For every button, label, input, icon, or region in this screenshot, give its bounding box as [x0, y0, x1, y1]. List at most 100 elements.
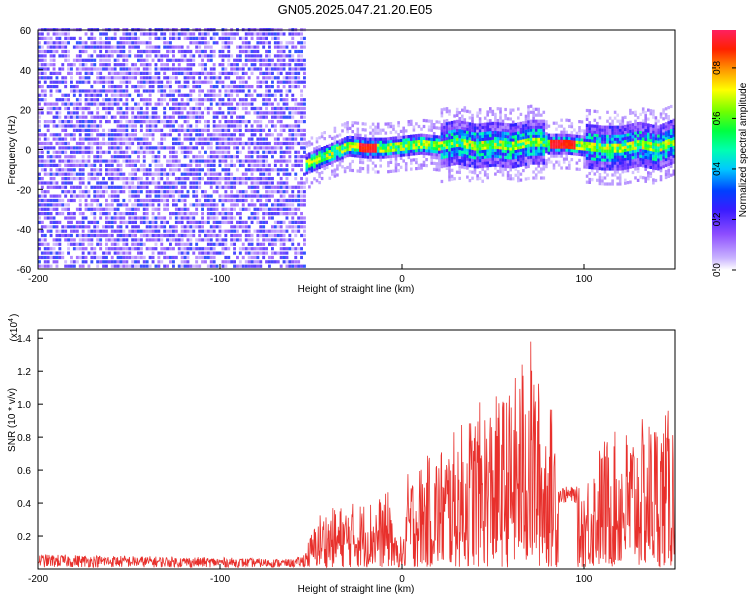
spectrogram-cell: [227, 85, 231, 89]
spectrogram-cell: [93, 141, 97, 146]
spectrogram-cell: [224, 212, 228, 216]
spectrogram-cell: [303, 242, 306, 246]
spectrogram-cell: [49, 63, 53, 67]
spectrogram-cell: [285, 71, 289, 75]
spectrogram-cell: [285, 76, 289, 80]
spectrogram-cell: [145, 32, 149, 36]
spectrogram-cell: [463, 160, 467, 164]
spectrogram-cell: [116, 229, 120, 233]
spectrogram-cell: [265, 185, 268, 189]
spectrogram-cell: [78, 194, 82, 198]
spectrogram-cell: [78, 203, 82, 207]
spectrogram-cell: [67, 233, 70, 238]
spectrogram-cell: [506, 147, 510, 151]
spectrogram-cell: [64, 85, 68, 89]
spectrogram-cell: [78, 242, 82, 246]
spectrogram-cell: [55, 255, 59, 260]
spectrogram-cell: [215, 203, 219, 207]
spectrogram-cell: [348, 126, 352, 130]
spectrogram-cell: [392, 142, 395, 146]
spectrogram-cell: [160, 168, 164, 172]
spectrogram-cell: [483, 155, 487, 159]
spectrogram-cell: [70, 212, 73, 216]
spectrogram-cell: [241, 80, 245, 84]
spectrogram-cell: [422, 118, 426, 123]
spectrogram-cell: [402, 147, 405, 151]
spectrogram-cell: [241, 115, 245, 119]
spectrogram-cell: [463, 163, 467, 167]
spectrogram-cell: [186, 163, 190, 167]
spectrogram-cell: [46, 146, 50, 150]
spectrogram-cell: [478, 117, 482, 121]
spectrogram-cell: [154, 185, 158, 189]
spectrogram-cell: [230, 36, 234, 40]
spectrogram-cell: [107, 207, 111, 211]
spectrogram-cell: [110, 194, 114, 198]
spectrogram-cell: [157, 177, 161, 181]
spectrogram-cell: [279, 203, 283, 207]
spectrogram-cell: [259, 63, 263, 67]
spectrogram-cell: [279, 67, 283, 71]
spectrogram-cell: [55, 49, 59, 54]
spectrogram-cell: [148, 32, 152, 36]
spectrogram-cell: [221, 102, 225, 106]
spectrogram-cell: [96, 177, 100, 181]
spectrogram-cell: [128, 49, 132, 54]
spectrogram-cell: [75, 177, 79, 181]
spectrogram-cell: [206, 203, 210, 207]
spectrogram-cell: [276, 71, 280, 75]
spectrogram-cell: [72, 190, 76, 194]
spectrogram-cell: [481, 134, 484, 138]
spectrogram-cell: [496, 122, 500, 126]
spectrogram-cell: [58, 194, 62, 198]
spectrogram-cell: [122, 242, 126, 246]
spectrogram-cell: [382, 128, 385, 132]
spectrogram-cell: [58, 36, 62, 40]
spectrogram-cell: [294, 58, 298, 62]
spectrogram-cell: [93, 168, 97, 172]
spectrogram-cell: [445, 139, 449, 144]
spectrogram-cell: [273, 159, 277, 163]
spectrogram-cell: [212, 111, 216, 115]
spectrogram-cell: [154, 163, 158, 167]
spectrogram-cell: [445, 154, 449, 159]
spectrogram-cell: [81, 58, 85, 62]
spectrogram-cell: [279, 177, 283, 181]
spectrogram-cell: [458, 161, 461, 165]
spectrogram-cell: [265, 233, 268, 238]
spectrogram-cell: [212, 225, 216, 229]
spectrogram-cell: [134, 207, 137, 211]
spectrogram-cell: [206, 212, 210, 216]
spectrogram-cell: [151, 198, 155, 203]
spectrogram-cell: [96, 45, 100, 49]
spectrogram-cell: [483, 164, 487, 168]
spectrogram-cell: [110, 98, 114, 102]
spectrogram-cell: [49, 181, 53, 185]
spectrogram-cell: [250, 177, 254, 181]
spectrogram-cell: [87, 146, 91, 150]
spectrogram-cell: [137, 111, 140, 115]
spectrogram-cell: [448, 142, 451, 146]
spectrogram-cell: [387, 143, 390, 147]
spectrogram-cell: [102, 229, 105, 233]
spectrogram-cell: [265, 63, 268, 67]
spectrogram-cell: [87, 89, 91, 93]
spectrogram-cell: [250, 102, 254, 106]
spectrogram-cell: [402, 144, 405, 148]
spectrogram-cell: [122, 137, 126, 141]
spectrogram-cell: [227, 220, 231, 224]
spectrogram-cell: [131, 264, 135, 268]
spectrogram-cell: [341, 165, 344, 169]
spectrogram-cell: [285, 264, 289, 268]
spectrogram-cell: [107, 120, 111, 124]
spectrogram-cell: [151, 172, 155, 176]
spectrogram-cell: [300, 54, 303, 58]
spectrogram-cell: [186, 98, 190, 102]
spectrogram-cell: [489, 134, 492, 138]
spectrogram-cell: [376, 122, 380, 126]
spectrogram-cell: [466, 133, 469, 137]
spectrogram-cell: [38, 54, 41, 58]
spectrogram-cell: [46, 45, 50, 49]
spectrogram-cell: [351, 159, 354, 164]
spectrogram-cell: [198, 150, 202, 154]
